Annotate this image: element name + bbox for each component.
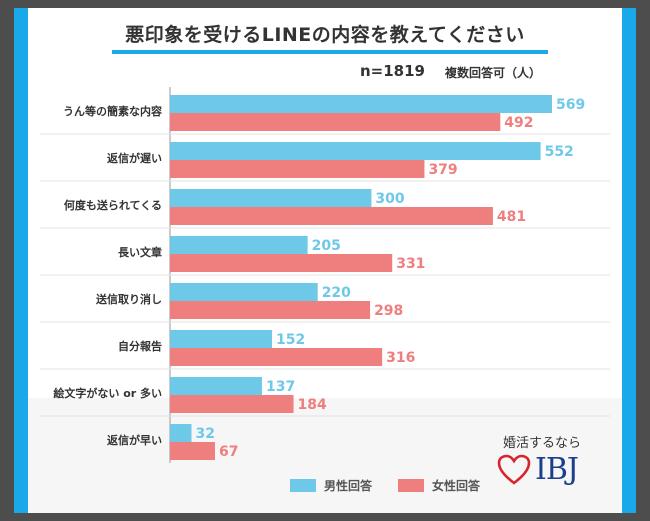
brand-tagline: 婚活するなら: [503, 436, 582, 451]
category-label: 長い文章: [118, 245, 162, 259]
data-label-male: 569: [556, 97, 585, 113]
data-label-male: 32: [195, 426, 214, 442]
bar-female: [170, 160, 425, 178]
legend-female-label: 女性回答: [432, 479, 481, 493]
answer-note: 複数回答可（人）: [445, 66, 542, 80]
category-label: うん等の簡素な内容: [63, 104, 162, 118]
bar-male: [170, 283, 318, 301]
data-label-female: 316: [386, 350, 415, 366]
bar-male: [170, 424, 192, 442]
data-label-male: 300: [375, 191, 404, 207]
data-label-male: 137: [266, 379, 295, 395]
left-accent-bar: [14, 8, 28, 513]
legend-male: 男性回答: [290, 477, 372, 494]
bar-male: [170, 142, 541, 160]
legend-male-swatch: [290, 479, 316, 492]
bar-male: [170, 95, 552, 113]
logo-text: IBJ: [535, 452, 579, 487]
bar-female: [170, 207, 493, 225]
chart-title: 悪印象を受けるLINEの内容を教えてください: [125, 24, 525, 46]
data-label-female: 67: [219, 444, 238, 460]
data-label-female: 492: [504, 115, 533, 131]
data-label-female: 298: [374, 303, 403, 319]
category-label: 絵文字がない or 多い: [53, 386, 162, 400]
bar-male: [170, 189, 372, 207]
data-label-male: 552: [545, 144, 574, 160]
bar-female: [170, 348, 383, 366]
data-label-female: 379: [428, 162, 457, 178]
bar-female: [170, 442, 215, 460]
bar-female: [170, 301, 371, 319]
bar-female: [170, 113, 501, 131]
category-label: 返信が早い: [107, 433, 162, 447]
data-label-female: 481: [497, 209, 526, 225]
legend-female: 女性回答: [398, 477, 480, 494]
data-label-female: 184: [298, 397, 327, 413]
data-label-male: 220: [322, 285, 351, 301]
bar-male: [170, 330, 273, 348]
bar-male: [170, 377, 262, 395]
legend-male-label: 男性回答: [324, 479, 373, 493]
category-label: 何度も送られてくる: [64, 198, 162, 212]
sample-size: n=1819: [360, 62, 425, 80]
right-accent-bar: [622, 8, 636, 513]
data-label-male: 152: [276, 332, 305, 348]
ibj-logo: IBJ: [497, 452, 579, 487]
legend-female-swatch: [398, 479, 424, 492]
bar-female: [170, 395, 294, 413]
bar-male: [170, 236, 308, 254]
category-label: 自分報告: [118, 339, 162, 353]
category-label: 返信が遅い: [107, 151, 162, 165]
heart-icon: [497, 454, 531, 485]
data-label-female: 331: [396, 256, 425, 272]
title-underline: [112, 50, 548, 54]
category-label: 送信取り消し: [95, 292, 162, 306]
bar-female: [170, 254, 393, 272]
data-label-male: 205: [312, 238, 341, 254]
